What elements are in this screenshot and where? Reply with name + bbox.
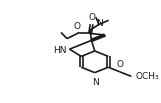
Text: O: O [73,22,80,31]
Text: O: O [116,60,123,68]
Text: O: O [89,13,96,22]
Text: N: N [96,19,103,28]
Text: OCH₃: OCH₃ [135,72,159,81]
Text: N: N [92,78,99,87]
Text: HN: HN [53,46,66,55]
